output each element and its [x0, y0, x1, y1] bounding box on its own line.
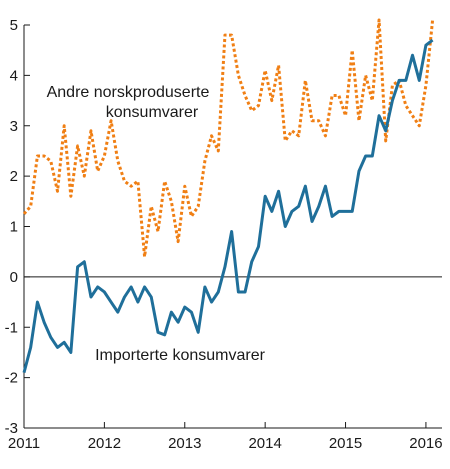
y-tick-label: 4 [10, 67, 18, 84]
y-tick-label: 3 [10, 118, 18, 135]
x-tick-label: 2013 [168, 435, 201, 452]
series-line-domestic [22, 18, 435, 259]
series-label-domestic-line2: konsumvarer [106, 104, 199, 121]
series-labels: Andre norskproduserte konsumvarer Import… [47, 84, 266, 364]
x-ticks: 2011 2012 2013 2014 2015 2016 [8, 422, 443, 452]
x-tick-label: 2012 [88, 435, 121, 452]
y-tick-label: -1 [5, 319, 18, 336]
y-tick-label: 2 [10, 168, 18, 185]
series-line-imported [22, 38, 434, 373]
y-ticks: -3 -2 -1 0 1 2 3 4 5 [5, 17, 30, 437]
x-tick-label: 2015 [329, 435, 362, 452]
y-tick-label: 1 [10, 219, 18, 236]
series-label-domestic-line1: Andre norskproduserte [47, 84, 210, 101]
y-tick-label: 5 [10, 17, 18, 34]
series-layer [22, 18, 435, 373]
y-tick-label: -2 [5, 370, 18, 387]
x-tick-label: 2011 [8, 435, 40, 452]
y-tick-label: 0 [10, 269, 18, 286]
y-tick-label: -3 [5, 420, 18, 437]
series-label-imported: Importerte konsumvarer [95, 347, 266, 364]
x-tick-label: 2014 [248, 435, 281, 452]
x-tick-label: 2016 [409, 435, 442, 452]
